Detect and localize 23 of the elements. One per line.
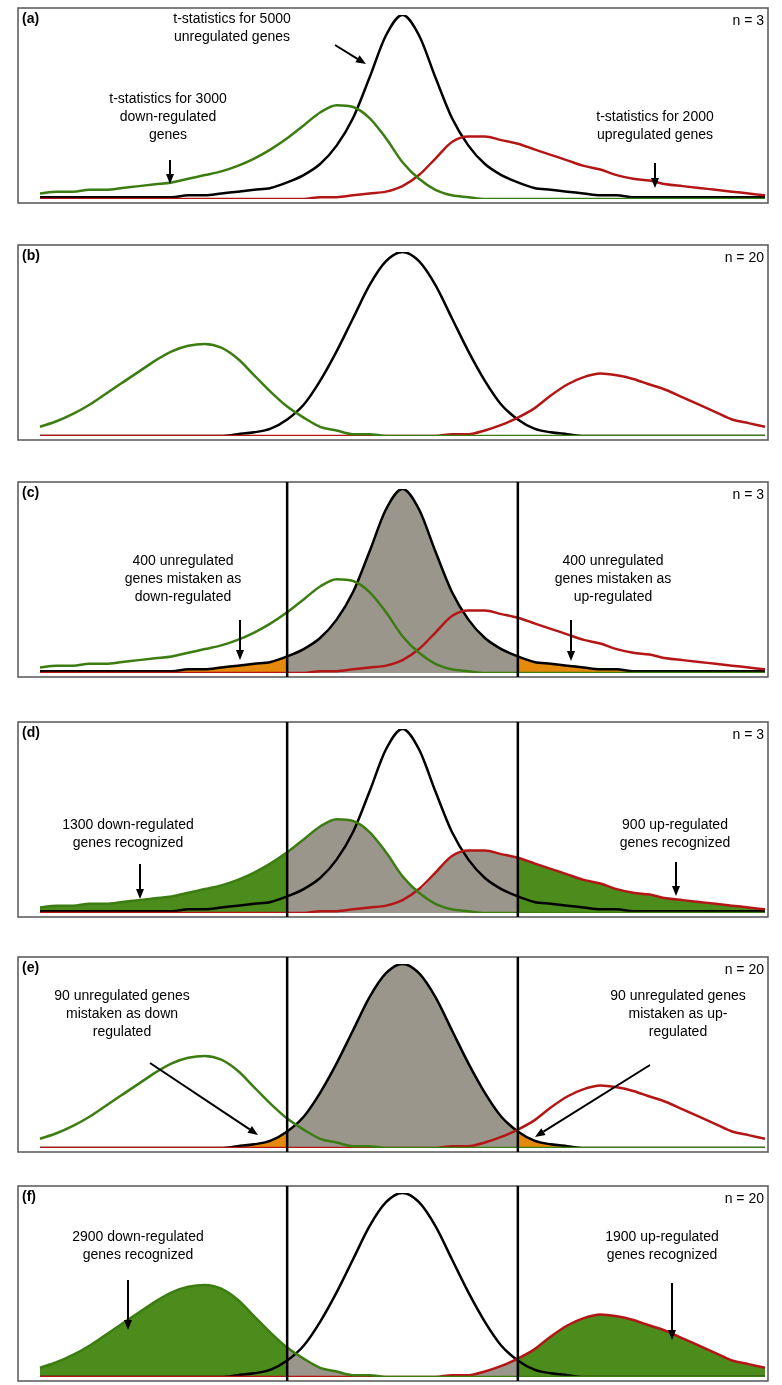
chart-subtitle: n = 20	[724, 960, 765, 977]
chart-subtitle: n = 3	[732, 11, 765, 28]
chart-title: (e)	[22, 958, 40, 975]
chart-subtitle: n = 3	[732, 485, 765, 502]
chart-subtitle: n = 20	[724, 248, 765, 265]
annotation: 1300 down-regulated genes recognized	[62, 815, 194, 850]
annotation: t-statistics for 2000 upregulated genes	[596, 107, 714, 142]
chart-title: (b)	[22, 246, 40, 263]
chart-title: (f)	[22, 1187, 36, 1204]
annotation: 90 unregulated genes mistaken as up- regulated	[610, 986, 746, 1039]
chart-subtitle: n = 20	[724, 1189, 765, 1206]
annotation: 90 unregulated genes mistaken as down regulated	[54, 986, 190, 1039]
chart-subtitle: n = 3	[732, 725, 765, 742]
annotation: 2900 down-regulated genes recognized	[72, 1227, 204, 1262]
chart-title: (d)	[22, 723, 40, 740]
annotation: 1900 up-regulated genes recognized	[605, 1227, 719, 1262]
annotation: 900 up-regulated genes recognized	[619, 815, 731, 850]
chart-title: (a)	[22, 9, 40, 26]
chart-title: (c)	[22, 483, 40, 500]
annotation: 400 unregulated genes mistaken as up-regulated	[554, 551, 672, 604]
annotation: t-statistics for 3000 down-regulated genes	[109, 89, 227, 142]
annotation: t-statistics for 5000 unregulated genes	[173, 9, 291, 44]
annotation: 400 unregulated genes mistaken as down-regulated	[124, 551, 242, 604]
